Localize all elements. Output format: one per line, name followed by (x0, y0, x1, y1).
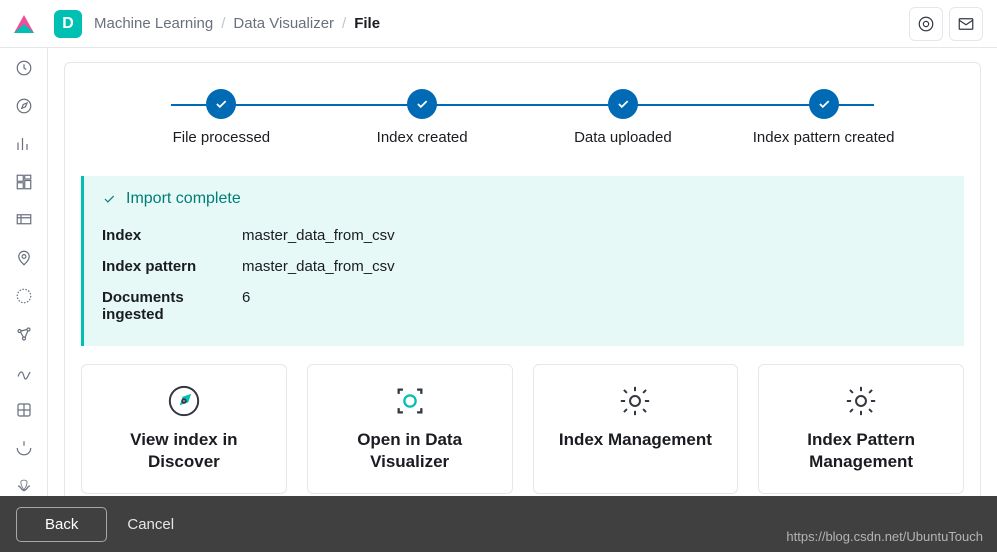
callout-value: 6 (242, 289, 250, 323)
breadcrumb-sep: / (342, 15, 346, 32)
step-label: Data uploaded (574, 129, 672, 146)
callout-row: Index pattern master_data_from_csv (102, 251, 946, 282)
callout-title-text: Import complete (126, 190, 241, 208)
canvas-icon[interactable] (14, 210, 34, 230)
step-index-created: Index created (322, 89, 523, 146)
main-content: File processed Index created Data upload… (48, 48, 997, 552)
cancel-button[interactable]: Cancel (127, 516, 174, 533)
gear-icon (843, 383, 879, 419)
import-panel: File processed Index created Data upload… (64, 62, 981, 552)
app1-icon[interactable] (14, 362, 34, 382)
top-bar: D Machine Learning / Data Visualizer / F… (0, 0, 997, 48)
card-index-management[interactable]: Index Management (533, 364, 739, 494)
breadcrumb-item[interactable]: Data Visualizer (233, 15, 334, 32)
scan-icon (392, 383, 428, 419)
card-open-visualizer[interactable]: Open in Data Visualizer (307, 364, 513, 494)
mail-icon[interactable] (949, 7, 983, 41)
watermark-text: https://blog.csdn.net/UbuntuTouch (786, 529, 983, 544)
breadcrumb-sep: / (221, 15, 225, 32)
maps-icon[interactable] (14, 248, 34, 268)
uptime-icon[interactable] (14, 438, 34, 458)
step-label: Index created (377, 129, 468, 146)
discover-icon[interactable] (14, 96, 34, 116)
card-view-discover[interactable]: View index in Discover (81, 364, 287, 494)
recent-icon[interactable] (14, 58, 34, 78)
callout-row: Index master_data_from_csv (102, 220, 946, 251)
breadcrumb-item[interactable]: Machine Learning (94, 15, 213, 32)
step-label: Index pattern created (753, 129, 895, 146)
app-badge[interactable]: D (54, 10, 82, 38)
breadcrumb-current: File (354, 15, 380, 32)
visualize-icon[interactable] (14, 134, 34, 154)
step-check-icon (608, 89, 638, 119)
card-index-pattern-management[interactable]: Index Pattern Management (758, 364, 964, 494)
callout-key: Documents ingested (102, 289, 242, 323)
card-title: Index Management (559, 429, 712, 451)
step-label: File processed (173, 129, 271, 146)
kibana-logo[interactable] (0, 0, 48, 48)
callout-title: Import complete (102, 190, 946, 208)
header-actions (909, 7, 997, 41)
step-check-icon (407, 89, 437, 119)
step-file-processed: File processed (121, 89, 322, 146)
progress-stepper: File processed Index created Data upload… (81, 83, 964, 158)
callout-row: Documents ingested 6 (102, 282, 946, 330)
compass-icon (166, 383, 202, 419)
card-title: Index Pattern Management (769, 429, 953, 473)
side-nav (0, 48, 48, 552)
import-complete-callout: Import complete Index master_data_from_c… (81, 176, 964, 346)
card-title: View index in Discover (92, 429, 276, 473)
callout-key: Index pattern (102, 258, 242, 275)
ml-icon[interactable] (14, 286, 34, 306)
back-button[interactable]: Back (16, 507, 107, 542)
step-data-uploaded: Data uploaded (523, 89, 724, 146)
step-check-icon (206, 89, 236, 119)
callout-key: Index (102, 227, 242, 244)
action-cards: View index in Discover Open in Data Visu… (81, 364, 964, 494)
card-title: Open in Data Visualizer (318, 429, 502, 473)
step-index-pattern-created: Index pattern created (723, 89, 924, 146)
breadcrumb: Machine Learning / Data Visualizer / Fil… (94, 15, 380, 32)
siem-icon[interactable] (14, 476, 34, 496)
graph-icon[interactable] (14, 324, 34, 344)
gear-icon (617, 383, 653, 419)
callout-value: master_data_from_csv (242, 258, 395, 275)
step-check-icon (809, 89, 839, 119)
help-icon[interactable] (909, 7, 943, 41)
callout-value: master_data_from_csv (242, 227, 395, 244)
metrics-icon[interactable] (14, 400, 34, 420)
dashboard-icon[interactable] (14, 172, 34, 192)
